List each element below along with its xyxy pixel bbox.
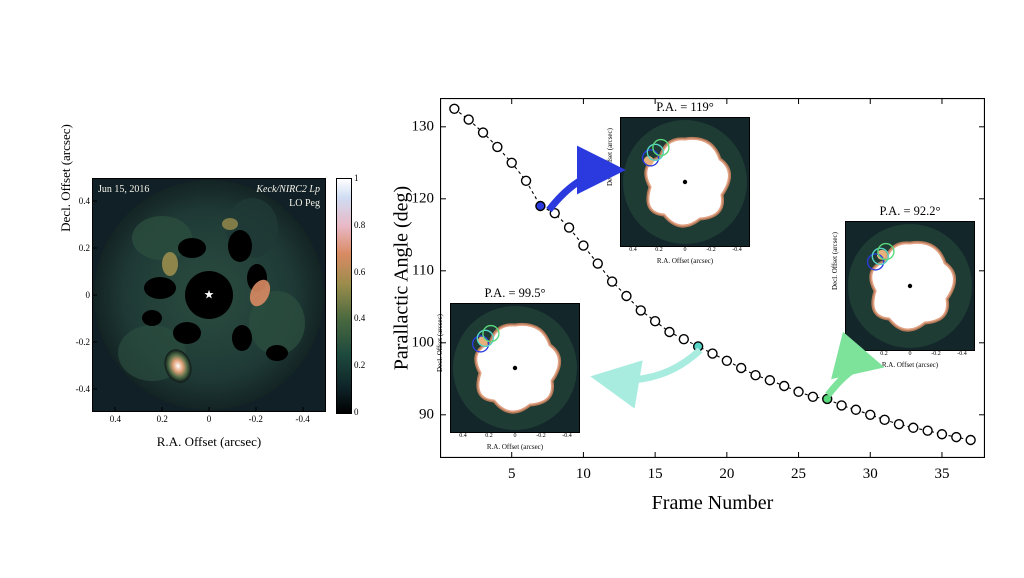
tick: -0.4	[562, 433, 572, 439]
tick: 0	[207, 414, 212, 424]
left-image: Jun 15, 2016 Keck/NIRC2 Lp LO Peg ★	[92, 178, 326, 412]
tick: 5	[508, 466, 516, 483]
tick: -0.2	[76, 337, 90, 347]
tick: 0.8	[354, 220, 365, 230]
inset-xticks: 0.4 0.2 0 -0.2 -0.4	[450, 433, 580, 442]
tick: 1	[354, 173, 359, 183]
tick: -0.4	[295, 414, 309, 424]
inset-blue: P.A. = 119° Decl. Offset (arcsec) 0.4 0.…	[620, 100, 750, 265]
figure-root: Jun 15, 2016 Keck/NIRC2 Lp LO Peg ★ 0.4 …	[0, 0, 1024, 578]
tick: 0.4	[854, 351, 862, 357]
tick: 110	[412, 262, 434, 279]
tick: 25	[791, 466, 806, 483]
tick: -0.4	[76, 384, 90, 394]
tick: -0.2	[536, 433, 546, 439]
tick: 0	[684, 247, 687, 253]
left-instrument-label: Keck/NIRC2 Lp	[256, 184, 320, 195]
tick: 0.2	[655, 247, 663, 253]
inset-title: P.A. = 92.2°	[845, 204, 975, 219]
main-xlabel: Frame Number	[440, 492, 985, 515]
inset-green-svg	[845, 221, 975, 351]
tick: 100	[412, 334, 435, 351]
star-icon: ★	[204, 288, 215, 303]
tick: 0.4	[459, 433, 467, 439]
inset-ylabel: Decl. Offset (arcsec)	[606, 128, 614, 186]
main-xticks: 5 10 15 20 25 30 35	[440, 466, 985, 486]
tick: 0.6	[354, 267, 365, 277]
left-xticks: 0.4 0.2 0 -0.2 -0.4	[92, 414, 326, 428]
tick: -0.2	[931, 351, 941, 357]
tick: 90	[419, 406, 434, 423]
tick: 0	[354, 407, 359, 417]
tick: 0.2	[880, 351, 888, 357]
inset-image: Decl. Offset (arcsec)	[620, 117, 750, 247]
tick: 0.4	[79, 196, 90, 206]
inset-title: P.A. = 99.5°	[450, 286, 580, 301]
tick: 0.2	[79, 243, 90, 253]
tick: 35	[934, 466, 949, 483]
left-xlabel: R.A. Offset (arcsec)	[92, 434, 326, 450]
tick: 120	[412, 190, 435, 207]
inset-ylabel: Decl. Offset (arcsec)	[831, 232, 839, 290]
inset-image: Decl. Offset (arcsec)	[450, 303, 580, 433]
inset-image: Decl. Offset (arcsec)	[845, 221, 975, 351]
tick: 0.4	[110, 414, 121, 424]
tick: 0	[909, 351, 912, 357]
tick: 0.4	[629, 247, 637, 253]
inset-green: P.A. = 92.2° Decl. Offset (arcsec) 0.4 0…	[845, 204, 975, 369]
inset-teal: P.A. = 99.5° Decl. Offset (arcsec) 0.4 0…	[450, 286, 580, 451]
tick: 0.2	[157, 414, 168, 424]
tick: 0.2	[485, 433, 493, 439]
tick: 15	[648, 466, 663, 483]
tick: 0	[86, 290, 91, 300]
left-date-label: Jun 15, 2016	[98, 184, 149, 195]
tick: -0.4	[957, 351, 967, 357]
tick: 0.4	[354, 313, 365, 323]
inset-title: P.A. = 119°	[620, 100, 750, 115]
colorbar	[336, 178, 352, 414]
inset-xlabel: R.A. Offset (arcsec)	[620, 257, 750, 265]
inset-ylabel: Decl. Offset (arcsec)	[436, 314, 444, 372]
inset-teal-svg	[450, 303, 580, 433]
left-target-label: LO Peg	[289, 198, 320, 209]
tick: -0.2	[706, 247, 716, 253]
tick: 10	[576, 466, 591, 483]
inset-xticks: 0.4 0.2 0 -0.2 -0.4	[620, 247, 750, 256]
tick: 0.2	[354, 360, 365, 370]
tick: -0.4	[732, 247, 742, 253]
main-ylabel: Parallactic Angle (deg)	[391, 186, 414, 370]
tick: 20	[719, 466, 734, 483]
tick: 130	[412, 118, 435, 135]
tick: -0.2	[249, 414, 263, 424]
left-ylabel: Decl. Offset (arcsec)	[58, 61, 74, 295]
colorbar-ticks: 0 0.2 0.4 0.6 0.8 1	[354, 178, 380, 412]
tick: 30	[863, 466, 878, 483]
inset-blue-svg	[620, 117, 750, 247]
tick: 0	[514, 433, 517, 439]
inset-xlabel: R.A. Offset (arcsec)	[845, 361, 975, 369]
inset-xlabel: R.A. Offset (arcsec)	[450, 443, 580, 451]
inset-xticks: 0.4 0.2 0 -0.2 -0.4	[845, 351, 975, 360]
